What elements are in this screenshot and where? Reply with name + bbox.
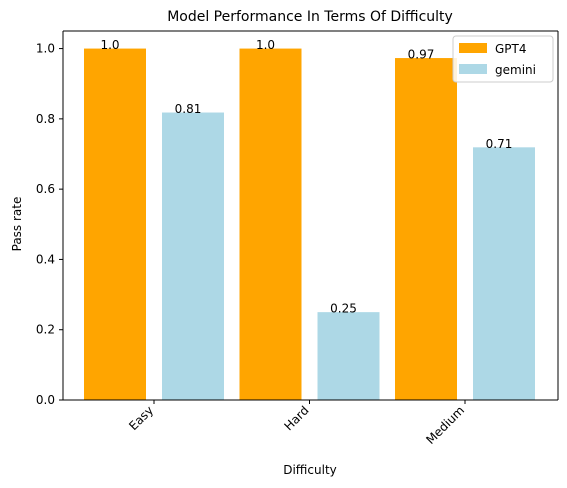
legend-swatch-gpt4 bbox=[459, 43, 487, 53]
y-axis-label: Pass rate bbox=[10, 197, 24, 252]
bar-gemini-easy bbox=[162, 112, 224, 400]
legend-label-gpt4: GPT4 bbox=[495, 42, 527, 56]
data-label: 0.97 bbox=[408, 48, 435, 62]
bar-gpt4-hard bbox=[239, 48, 302, 400]
legend-swatch-gemini bbox=[459, 64, 487, 74]
data-label: 0.71 bbox=[486, 137, 513, 151]
chart-legend: GPT4 gemini bbox=[452, 35, 554, 83]
y-tick-label: 0.0 bbox=[36, 393, 55, 407]
data-label: 1.0 bbox=[256, 38, 275, 52]
data-label: 1.0 bbox=[100, 38, 119, 52]
data-label: 0.25 bbox=[330, 302, 357, 316]
legend-label-gemini: gemini bbox=[495, 63, 536, 77]
bar-gpt4-easy bbox=[84, 48, 146, 400]
plot-area: 1.0 0.81 1.0 0.25 0.97 0.71 0.0 0.2 0.4 0.6 0.8 1.0… bbox=[36, 30, 559, 447]
y-tick-label: 0.2 bbox=[36, 323, 55, 337]
y-tick-label: 0.8 bbox=[36, 112, 55, 126]
bar-gemini-hard bbox=[317, 312, 380, 400]
x-axis-label: Difficulty bbox=[283, 463, 337, 477]
y-tick-label: 0.4 bbox=[36, 252, 55, 266]
y-tick-label: 1.0 bbox=[36, 42, 55, 56]
chart-title: Model Performance In Terms Of Difficulty bbox=[167, 9, 453, 25]
y-tick-label: 0.6 bbox=[36, 182, 55, 196]
bar-gemini-medium bbox=[473, 147, 535, 400]
bar-gpt4-medium bbox=[395, 58, 457, 401]
data-label: 0.81 bbox=[175, 102, 202, 116]
